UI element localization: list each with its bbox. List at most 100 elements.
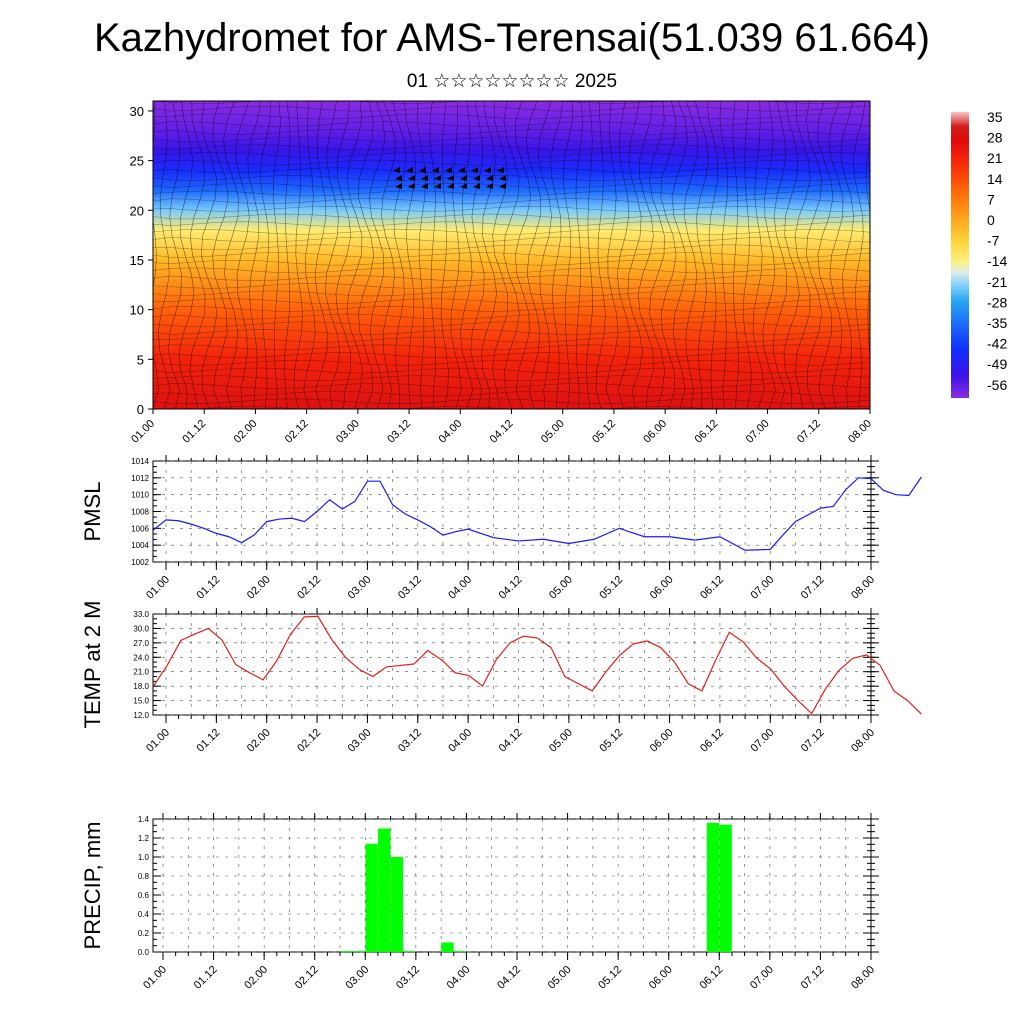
x-tick-label: 08.00 bbox=[849, 964, 877, 992]
x-tick-label: 02.00 bbox=[245, 574, 273, 602]
y-tick-label: 10 bbox=[130, 303, 144, 318]
precip-bar bbox=[352, 951, 366, 952]
pmsl-panel: 1002 1004 1006 1008 1010 1012 1014 01.00 01.12 02… bbox=[80, 455, 922, 602]
x-tick-label: 02.12 bbox=[283, 418, 311, 446]
x-tick-label: 04.00 bbox=[446, 727, 474, 755]
y-tick-label: 30 bbox=[130, 104, 144, 119]
y-tick-label: 15 bbox=[130, 253, 144, 268]
x-tick-label: 05.12 bbox=[590, 418, 618, 446]
x-tick-label: 01.12 bbox=[192, 964, 220, 992]
x-tick-label: 03.00 bbox=[343, 964, 371, 992]
x-tick-label: 01.00 bbox=[144, 574, 172, 602]
y-tick-label: 1.2 bbox=[138, 834, 150, 843]
x-tick-label: 01.12 bbox=[180, 418, 208, 446]
colorbar-label: -14 bbox=[987, 253, 1007, 269]
colorbar-label: -42 bbox=[987, 336, 1007, 352]
y-tick-label: 1002 bbox=[131, 558, 149, 567]
pmsl-series-line bbox=[153, 476, 922, 551]
panel-frame bbox=[152, 818, 872, 953]
x-tick-label: 05.00 bbox=[547, 727, 575, 755]
y-axis-label: TEMP at 2 M bbox=[80, 601, 105, 729]
colorbar-label: 0 bbox=[987, 212, 995, 228]
x-tick-label: 04.00 bbox=[445, 964, 473, 992]
y-tick-label: 21.0 bbox=[133, 668, 149, 677]
x-tick-label: 08.00 bbox=[846, 418, 874, 446]
y-tick-label: 5 bbox=[137, 352, 144, 367]
panel-frame bbox=[152, 613, 872, 716]
x-tick-label: 05.12 bbox=[597, 574, 625, 602]
chart-title: Kazhydromet for AMS-Terensai(51.039 61.6… bbox=[94, 16, 930, 60]
colorbar-label: -35 bbox=[987, 315, 1007, 331]
x-tick-label: 05.00 bbox=[547, 574, 575, 602]
precip-bar bbox=[441, 942, 454, 952]
temperature-series-line bbox=[152, 615, 922, 715]
x-tick-label: 02.00 bbox=[242, 964, 270, 992]
y-tick-label: 24.0 bbox=[133, 653, 149, 662]
panel-frame bbox=[152, 460, 872, 563]
x-tick-label: 05.00 bbox=[546, 964, 574, 992]
colorbar-label: -7 bbox=[987, 233, 1000, 249]
x-tick-label: 01.00 bbox=[144, 727, 172, 755]
x-tick-label: 05.00 bbox=[539, 418, 567, 446]
precip-bar bbox=[340, 951, 353, 952]
x-tick-label: 02.12 bbox=[293, 964, 321, 992]
y-tick-label: 1.4 bbox=[138, 815, 150, 824]
chart-subtitle: 01 ☆☆☆☆☆☆☆☆ 2025 bbox=[406, 71, 618, 92]
precip-bar bbox=[403, 951, 416, 952]
y-tick-label: 0 bbox=[137, 402, 144, 417]
x-tick-label: 04.00 bbox=[446, 574, 474, 602]
colorbar-label: -21 bbox=[987, 274, 1007, 290]
y-tick-label: 20 bbox=[130, 203, 144, 218]
x-tick-label: 03.00 bbox=[346, 574, 374, 602]
x-tick-label: 03.00 bbox=[346, 727, 374, 755]
x-tick-label: 01.00 bbox=[129, 418, 157, 446]
x-tick-label: 06.12 bbox=[698, 574, 726, 602]
x-tick-label: 06.00 bbox=[648, 727, 676, 755]
y-tick-label: 27.0 bbox=[133, 639, 149, 648]
precip-bar bbox=[378, 828, 391, 952]
x-tick-label: 02.00 bbox=[245, 727, 273, 755]
colorbar-label: -49 bbox=[987, 356, 1007, 372]
y-tick-label: 0.4 bbox=[138, 910, 150, 919]
x-tick-label: 03.00 bbox=[334, 418, 362, 446]
temperature-colorbar: 35 28 21 14 7 0 -7 -14 -21 -28 -35 -42 -49 -56 bbox=[951, 109, 1007, 398]
colorbar-label: 21 bbox=[987, 150, 1003, 166]
x-tick-label: 02.12 bbox=[295, 574, 323, 602]
x-tick-label: 07.12 bbox=[799, 574, 827, 602]
x-tick-label: 04.12 bbox=[495, 964, 523, 992]
y-tick-label: 0.8 bbox=[138, 872, 150, 881]
x-tick-label: 03.12 bbox=[396, 727, 424, 755]
panel-grid bbox=[153, 460, 871, 563]
panel-grid bbox=[153, 818, 871, 953]
y-tick-label: 1.0 bbox=[138, 853, 150, 862]
x-tick-label: 03.12 bbox=[396, 574, 424, 602]
precipitation-panel: 0.0 0.2 0.4 0.6 0.8 1.0 1.2 1.4 01.00 01.12 02.00 0… bbox=[80, 813, 879, 992]
colorbar-label: -28 bbox=[987, 294, 1007, 310]
x-tick-label: 04.12 bbox=[488, 418, 516, 446]
y-tick-label: 1010 bbox=[131, 491, 149, 500]
x-tick-label: 07.00 bbox=[744, 418, 772, 446]
precip-bar bbox=[365, 843, 378, 952]
temperature-panel: 12.0 15.0 18.0 21.0 24.0 27.0 30.0 33.0 01.00 01.… bbox=[80, 601, 922, 755]
x-tick-label: 07.12 bbox=[799, 964, 827, 992]
precip-bar bbox=[706, 822, 720, 952]
y-tick-label: 18.0 bbox=[133, 682, 149, 691]
y-tick-label: 1014 bbox=[131, 457, 149, 466]
x-tick-label: 01.00 bbox=[141, 964, 169, 992]
x-tick-label: 07.12 bbox=[799, 727, 827, 755]
y-axis-label: PMSL bbox=[80, 482, 105, 542]
y-tick-label: 0.0 bbox=[138, 948, 150, 957]
y-tick-label: 12.0 bbox=[133, 711, 149, 720]
panel-grid bbox=[153, 613, 871, 716]
x-tick-label: 04.00 bbox=[436, 418, 464, 446]
y-tick-label: 30.0 bbox=[133, 624, 149, 633]
x-tick-label: 01.12 bbox=[195, 727, 223, 755]
x-tick-label: 06.00 bbox=[641, 418, 669, 446]
x-tick-label: 05.12 bbox=[596, 964, 624, 992]
precip-bar bbox=[453, 951, 467, 952]
y-tick-label: 25 bbox=[130, 154, 144, 169]
colorbar-label: 35 bbox=[987, 109, 1003, 125]
y-tick-label: 1012 bbox=[131, 474, 149, 483]
x-tick-label: 08.00 bbox=[849, 574, 877, 602]
